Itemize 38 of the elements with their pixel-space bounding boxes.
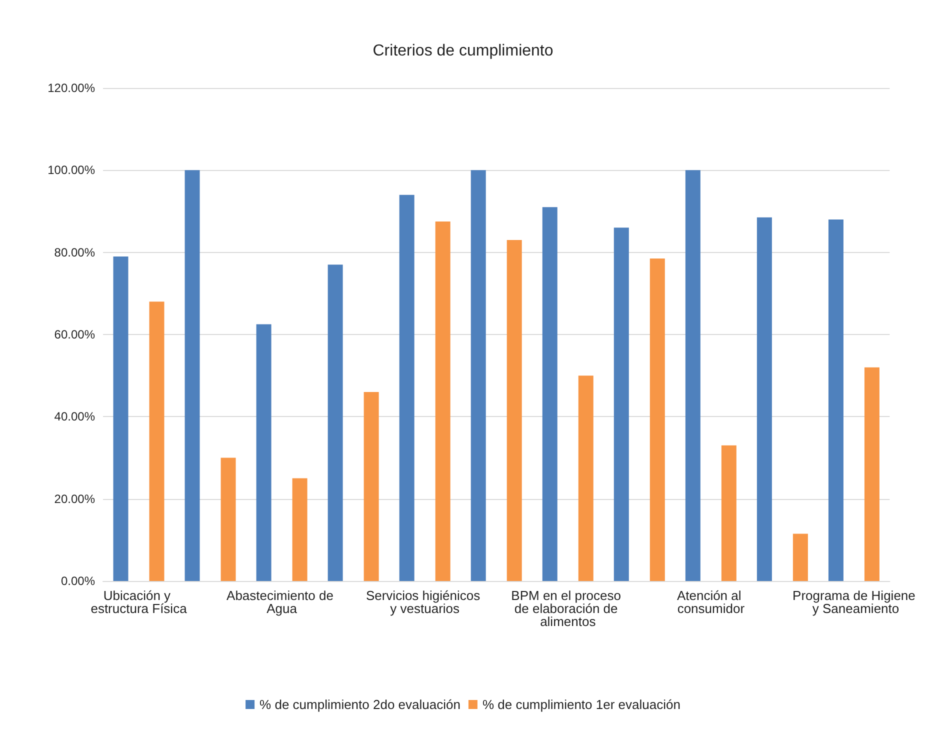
bar <box>864 367 880 581</box>
bar <box>828 219 844 581</box>
y-tick-label: 100.00% <box>48 163 96 178</box>
y-tick-label: 80.00% <box>54 245 96 260</box>
x-tick-label: BPM en el proceso de elaboración de alimentos <box>511 588 625 629</box>
x-tick-label: Abastecimiento de Agua <box>226 588 338 616</box>
y-tick-label: 120.00% <box>48 81 96 95</box>
bar <box>328 264 343 581</box>
bar <box>149 302 164 581</box>
legend-label: % de cumplimiento 1er evaluación <box>482 697 680 712</box>
x-tick-label: Atención al consumidor <box>676 588 746 616</box>
y-tick-label: 0.00% <box>60 574 96 588</box>
y-tick-label: 40.00% <box>54 410 96 424</box>
x-tick-label: Servicios higiénicos y vestuarios <box>366 588 484 616</box>
x-tick-label: Ubicación y estructura Física <box>90 588 188 616</box>
bar <box>756 217 772 581</box>
bar <box>506 240 522 581</box>
bar <box>614 228 629 581</box>
bar <box>113 256 128 581</box>
bar <box>685 170 700 581</box>
bar <box>542 207 558 581</box>
y-tick-label: 60.00% <box>54 328 96 342</box>
x-tick-label: Programa de Higiene y Saneamiento <box>792 588 916 616</box>
bar <box>792 534 808 581</box>
bar <box>364 392 379 581</box>
chart-title: Criterios de cumplimiento <box>372 42 554 60</box>
bar <box>470 170 486 581</box>
bar <box>292 478 308 581</box>
bar <box>220 458 236 581</box>
bar <box>256 324 272 581</box>
y-tick-label: 20.00% <box>54 492 96 506</box>
bar <box>578 376 594 581</box>
bar <box>435 222 450 581</box>
bar <box>650 258 665 581</box>
legend-label: % de cumplimiento 2do evaluación <box>260 697 460 712</box>
bar <box>399 194 414 581</box>
bar <box>184 170 200 581</box>
bar <box>721 445 736 581</box>
